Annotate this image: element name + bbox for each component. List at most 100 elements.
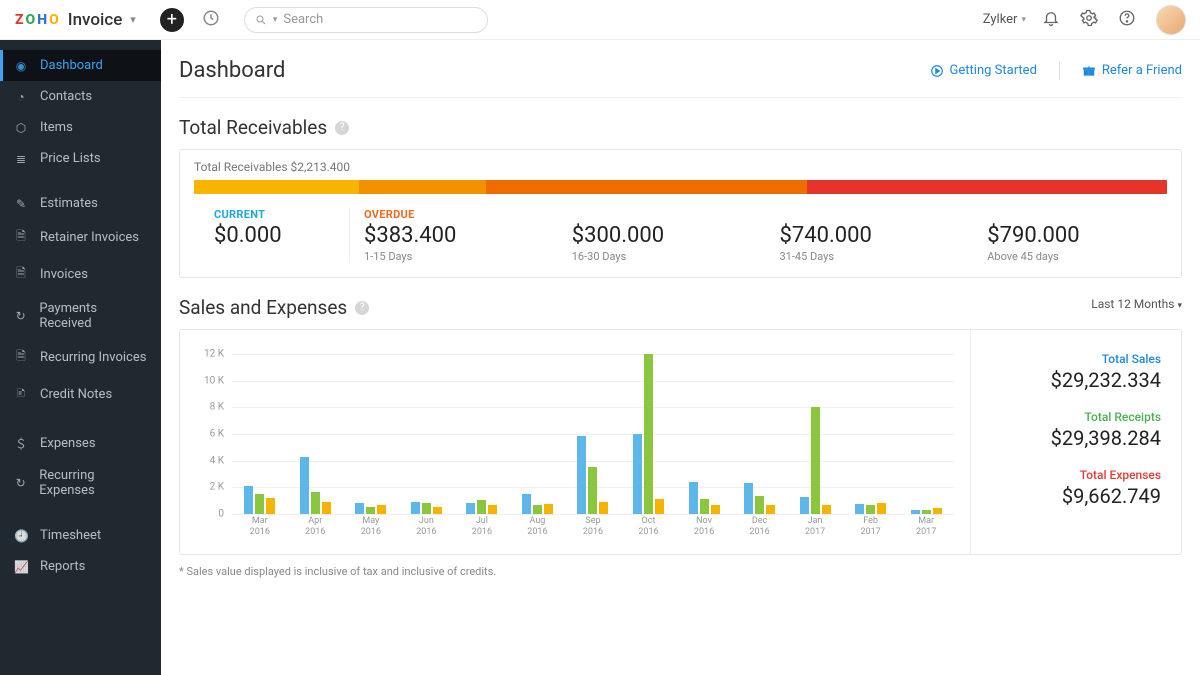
nav-icon: ↻ [14, 476, 27, 490]
topbar: ZOHO Invoice ▾ + ▾ Search Zylker ▾ [0, 0, 1200, 40]
sidebar-item-dashboard[interactable]: ◉Dashboard [0, 50, 161, 81]
x-label: Nov2016 [676, 516, 732, 544]
logo[interactable]: ZOHO Invoice ▾ [14, 10, 136, 30]
sidebar-item-estimates[interactable]: ✎Estimates [0, 188, 161, 219]
nav-icon: 🗎 [14, 227, 28, 248]
bar-sales [744, 483, 753, 514]
search-scope-dropdown[interactable]: ▾ [273, 15, 278, 25]
bar-expenses [877, 503, 886, 514]
sidebar-item-label: Price Lists [40, 151, 101, 166]
bar-receipts [588, 467, 597, 514]
sidebar-item-expenses[interactable]: ＄ Expenses [0, 427, 161, 460]
bucket-overdue: $300.00016-30 Days [558, 208, 766, 263]
sidebar-item-items[interactable]: ⬡Items [0, 112, 161, 143]
sales-expenses-chart: 02 K4 K6 K8 K10 K12 K Mar2016Apr2016May2… [200, 354, 960, 544]
bar-sales [800, 497, 809, 514]
content: Dashboard Getting Started Refer a Friend… [161, 40, 1200, 675]
bar-expenses [711, 505, 720, 514]
getting-started-label: Getting Started [950, 63, 1037, 78]
refer-label: Refer a Friend [1102, 63, 1182, 78]
page-title: Dashboard [179, 58, 285, 83]
sidebar-item-contacts[interactable]: ◔Contacts [0, 81, 161, 112]
bar-receipts [255, 494, 264, 514]
bar-expenses [488, 505, 497, 514]
bar-receipts [311, 492, 320, 514]
bar-group [399, 354, 455, 514]
bar-group [787, 354, 843, 514]
product-name: Invoice [68, 10, 123, 30]
sidebar-item-retainer-invoices[interactable]: 🗎 Retainer Invoices [0, 219, 161, 256]
sidebar-item-label: Timesheet [40, 528, 101, 543]
nav-icon: ◔ [14, 90, 28, 104]
search-input[interactable]: ▾ Search [244, 7, 488, 33]
sidebar-item-invoices[interactable]: 🗎Invoices [0, 256, 161, 293]
search-placeholder: Search [283, 12, 323, 27]
help-icon[interactable]: ? [335, 121, 349, 135]
bar-receipts [533, 505, 542, 514]
sales-expenses-card: 02 K4 K6 K8 K10 K12 K Mar2016Apr2016May2… [179, 329, 1182, 555]
refer-friend-link[interactable]: Refer a Friend [1082, 63, 1182, 78]
sidebar-item-recurring-invoices[interactable]: 🗎 Recurring Invoices [0, 339, 161, 376]
bar-sales [911, 510, 920, 514]
nav-icon: 🗎 [14, 264, 28, 285]
sidebar-item-credit-notes[interactable]: 🗈Credit Notes [0, 376, 161, 413]
x-label: Sep2016 [565, 516, 621, 544]
bar-receipts [700, 499, 709, 514]
period-filter[interactable]: Last 12 Months ▾ [1091, 297, 1182, 311]
bar-receipts [477, 500, 486, 514]
bar-sales [300, 457, 309, 514]
nav-icon: 🗎 [14, 347, 28, 368]
bar-group [454, 354, 510, 514]
bar-sales [689, 482, 698, 514]
bucket-overdue: OVERDUE$383.4001-15 Days [350, 208, 558, 263]
bar-receipts [811, 407, 820, 514]
sidebar-item-label: Retainer Invoices [40, 230, 139, 245]
org-name: Zylker [983, 12, 1018, 27]
x-label: Oct2016 [621, 516, 677, 544]
sidebar-item-label: Payments Received [39, 301, 147, 331]
sidebar-item-label: Expenses [40, 436, 96, 451]
bar-receipts [866, 505, 875, 514]
total-block: Total Receipts$29,398.284 [991, 410, 1161, 450]
bar-group [343, 354, 399, 514]
chart-footnote: * Sales value displayed is inclusive of … [179, 565, 1200, 578]
receivables-segment [486, 180, 807, 194]
avatar[interactable] [1156, 5, 1186, 35]
bar-sales [633, 434, 642, 514]
sidebar-item-payments-received[interactable]: ↻ Payments Received [0, 293, 161, 339]
sidebar: ◉Dashboard◔Contacts⬡Items≣Price Lists ✎Es… [0, 40, 161, 675]
bar-group [232, 354, 288, 514]
org-switcher[interactable]: Zylker ▾ [983, 12, 1026, 27]
help-icon[interactable] [1118, 9, 1136, 31]
sidebar-item-label: Recurring Invoices [40, 350, 146, 365]
x-label: Dec2016 [732, 516, 788, 544]
nav-icon: ↻ [14, 309, 27, 323]
x-label: Jun2016 [399, 516, 455, 544]
quick-create-button[interactable]: + [160, 8, 184, 32]
notifications-icon[interactable] [1042, 9, 1060, 31]
receivables-segment [807, 180, 1167, 194]
nav-icon: ⬡ [14, 121, 28, 135]
bar-expenses [266, 498, 275, 514]
bar-expenses [822, 505, 831, 514]
nav-icon: 🗈 [14, 384, 28, 405]
bar-expenses [766, 505, 775, 514]
product-switcher-icon[interactable]: ▾ [130, 13, 136, 26]
settings-icon[interactable] [1080, 9, 1098, 31]
help-icon[interactable]: ? [355, 301, 369, 315]
receivables-segment [194, 180, 359, 194]
bar-receipts [922, 510, 931, 514]
getting-started-link[interactable]: Getting Started [930, 63, 1037, 78]
bar-group [621, 354, 677, 514]
nav-icon: ＄ [14, 435, 28, 452]
bar-expenses [599, 502, 608, 514]
nav-icon: 📈 [14, 560, 28, 574]
recent-activity-icon[interactable] [202, 9, 220, 31]
sidebar-item-price-lists[interactable]: ≣Price Lists [0, 143, 161, 174]
sales-expenses-title: Sales and Expenses ? [179, 296, 369, 319]
x-label: Apr2016 [288, 516, 344, 544]
sidebar-item-recurring-expenses[interactable]: ↻Recurring Expenses [0, 460, 161, 506]
sidebar-item-reports[interactable]: 📈Reports [0, 551, 161, 582]
receivables-card: Total Receivables $2,213.400 CURRENT$0.0… [179, 149, 1182, 278]
sidebar-item-timesheet[interactable]: 🕘Timesheet [0, 520, 161, 551]
